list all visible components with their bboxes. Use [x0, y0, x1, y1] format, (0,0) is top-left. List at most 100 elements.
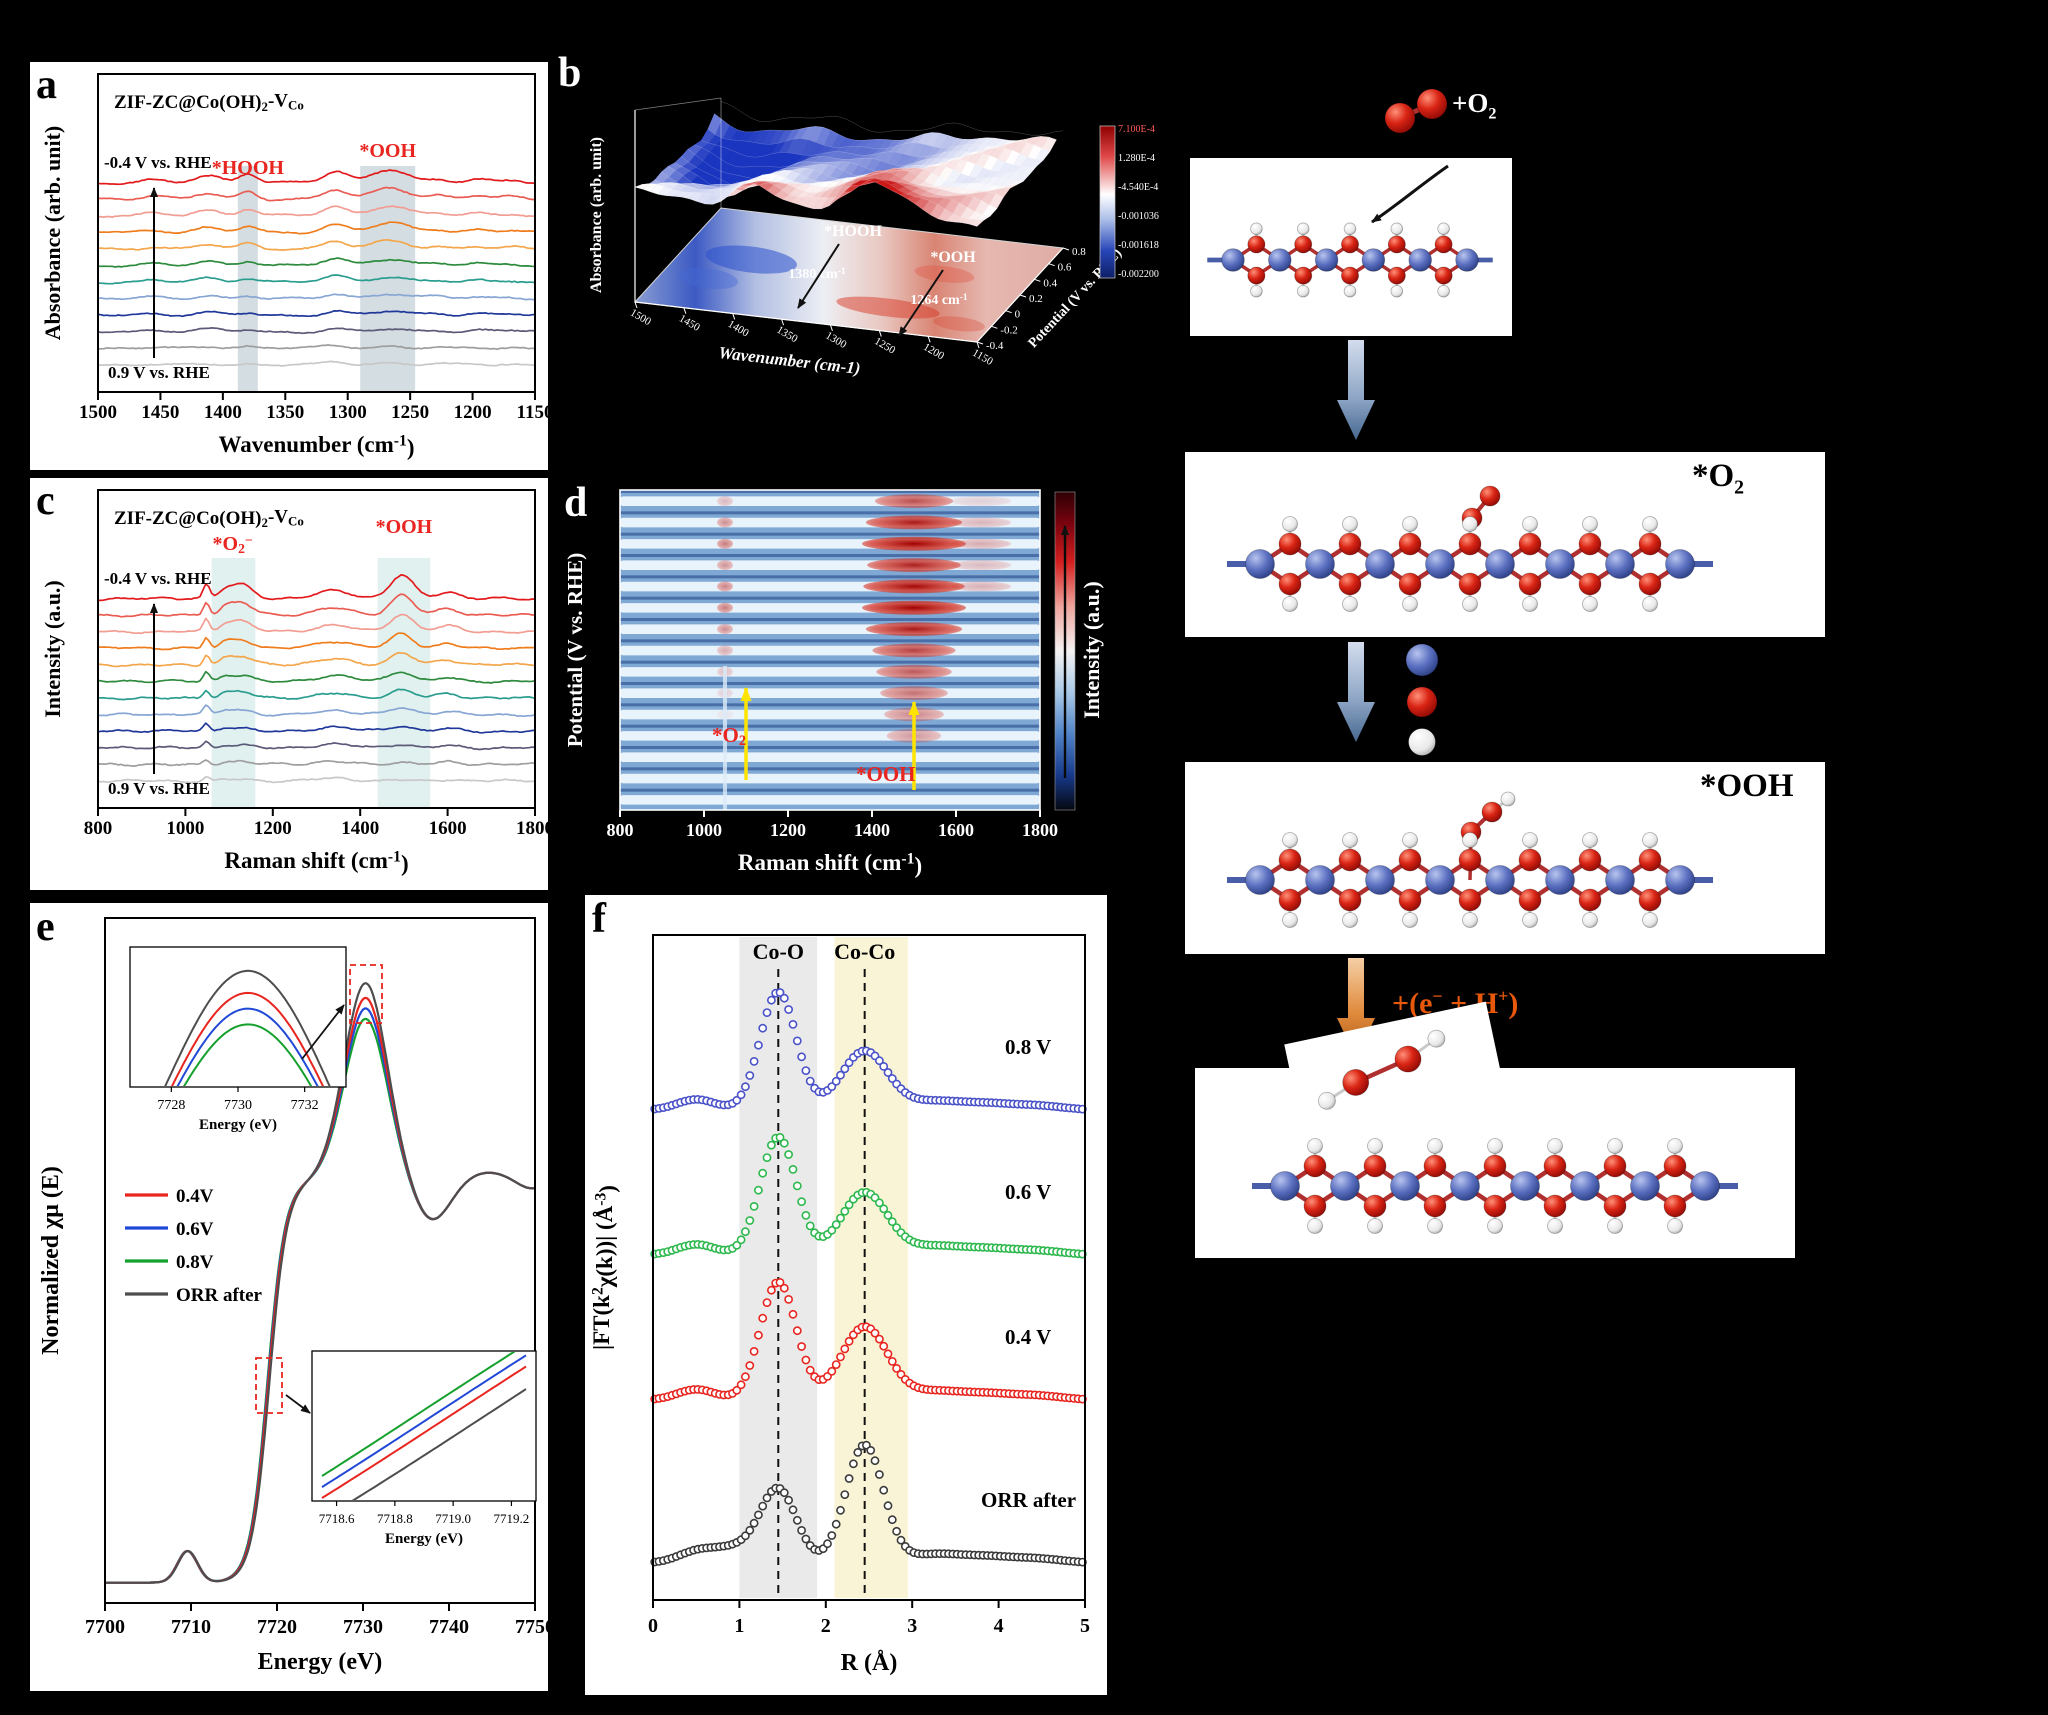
spectrum-trace	[97, 169, 536, 186]
h-atom	[1462, 516, 1478, 532]
spectrum-trace	[97, 651, 536, 668]
ooh-wavenumber: 1264 cm-1	[910, 293, 968, 308]
hot-spot-o2	[717, 581, 733, 592]
panel-f-exafs: Co-O Co-Co 0.8 V 0.6 V 0.4 V ORR after 0 1 2 3 4 5 R…	[585, 895, 1107, 1695]
co-atom	[1665, 865, 1695, 895]
raman-plot: 800 1000 1200 1400 1600 1800 Raman shift (cm-1…	[40, 489, 548, 876]
spectrum-trace	[97, 238, 536, 251]
spectrum-trace	[97, 632, 536, 651]
legend-co-sphere	[1405, 643, 1439, 677]
curve-label: 0.8 V	[1005, 1035, 1051, 1059]
o-atom	[1479, 485, 1501, 507]
x-tick-label: 1600	[938, 820, 974, 840]
ooh-annotation: *OOH	[930, 249, 976, 266]
o-atom	[1338, 532, 1362, 556]
o-atom	[1247, 266, 1266, 285]
o-atom	[1338, 848, 1362, 872]
x-tick-label: 0	[648, 1615, 658, 1637]
h2o2-molecule	[1318, 1029, 1446, 1110]
co-atom	[1314, 248, 1339, 272]
x-tick-label: 5	[1080, 1615, 1090, 1637]
spectrum-trace	[97, 688, 536, 701]
colorbar	[1099, 125, 1116, 279]
pot-tick: -0.2	[1000, 324, 1017, 336]
o-atom	[1294, 235, 1313, 254]
pot-tick: 0	[1015, 309, 1021, 321]
pot-tick: -0.4	[986, 340, 1004, 352]
spectrum-trace	[97, 186, 536, 202]
surface-3d-plot: 1500 1450 1400 1350 1300 1250 1200 11500.80.60.…	[588, 97, 1159, 378]
mech-step-initial-surface	[1190, 158, 1512, 336]
wn-tick: 1500	[628, 307, 653, 329]
spectrum-trace	[97, 704, 536, 718]
mech-step-ooh	[1185, 762, 1825, 954]
spectrum-trace	[97, 670, 536, 684]
h-atom	[1547, 1218, 1563, 1234]
legend-label: 0.6V	[176, 1219, 214, 1240]
slab-o2	[1227, 485, 1713, 612]
colorbar-tick: 1.280E-4	[1118, 153, 1155, 164]
h-atom	[1367, 1138, 1383, 1154]
o-atom	[1663, 1154, 1687, 1178]
co-atom	[1425, 549, 1455, 579]
o-atom	[1518, 572, 1542, 596]
colorbar-label: Intensity (a.u.)	[1079, 581, 1104, 719]
top-potential-label: -0.4 V vs. RHE	[104, 153, 212, 172]
h-atom	[1402, 832, 1418, 848]
shell-label: Co-Co	[834, 939, 895, 964]
h-atom	[1318, 1091, 1336, 1110]
h-atom	[1342, 596, 1358, 612]
x-axis-label: Raman shift (cm-1)	[224, 848, 408, 876]
y-axis-label: Intensity (a.u.)	[40, 580, 65, 718]
xanes-plot: 7700 7710 7720 7730 7740 7750 Energy (eV) Norma…	[38, 917, 548, 1675]
o-atom	[1398, 888, 1422, 912]
legend-label: 0.4V	[176, 1186, 214, 1207]
x-axis-label: Raman shift (cm-1)	[738, 850, 922, 878]
h-atom	[1282, 832, 1298, 848]
x-tick-label: 7710	[171, 1616, 211, 1638]
h-atom	[1296, 284, 1310, 298]
free-o2-molecule	[1384, 88, 1448, 134]
co-atom	[1545, 549, 1575, 579]
wn-tick: 1200	[921, 341, 946, 363]
h-atom	[1342, 832, 1358, 848]
o-atom	[1363, 1154, 1387, 1178]
inset-edge-box	[311, 1350, 537, 1502]
h-atom	[1462, 596, 1478, 612]
h-atom	[1402, 516, 1418, 532]
co-atom	[1485, 865, 1515, 895]
panel-letter-f: f	[592, 896, 606, 942]
co-atom	[1690, 1171, 1720, 1201]
o-atom	[1423, 1154, 1447, 1178]
hot-spot-ooh	[872, 643, 956, 658]
panel-e-xanes: 7700 7710 7720 7730 7740 7750 Energy (eV) Norma…	[30, 903, 548, 1691]
x-tick-label: 1000	[686, 820, 722, 840]
x-tick-label: 7730	[343, 1616, 383, 1638]
y-axis-label: Absorbance (arb. unit)	[588, 137, 605, 293]
x-tick-label: 7740	[429, 1616, 469, 1638]
h-atom	[1582, 516, 1598, 532]
sample-title: ZIF-ZC@Co(OH)2-VCo	[114, 507, 304, 530]
h-atom	[1307, 1218, 1323, 1234]
slab-model	[1252, 1138, 1738, 1234]
spectrum-trace	[97, 775, 535, 784]
h-atom	[1282, 516, 1298, 532]
co-co-band	[834, 937, 908, 1598]
legend-label: 0.8V	[176, 1252, 214, 1273]
inset-tick: 7718.6	[319, 1511, 355, 1526]
h-atom	[1427, 1029, 1446, 1048]
o-atom	[1578, 888, 1602, 912]
y-axis-label: |FT(k2χ(k))| (Å-3)	[589, 1185, 620, 1350]
panel-letter-d: d	[564, 480, 588, 526]
o-atom	[1338, 888, 1362, 912]
raman-heatmap-plot: *O2 *OOH 800 1000 1200 1400 1600 1800 Raman shif…	[563, 489, 1104, 878]
o-atom	[1303, 1194, 1327, 1218]
inset-tick: 7719.2	[494, 1511, 530, 1526]
ooh-ads-label: *OOH	[1700, 768, 1794, 804]
o-atom	[1458, 888, 1482, 912]
o-atom	[1384, 102, 1416, 134]
o-atom	[1338, 572, 1362, 596]
h-atom	[1282, 596, 1298, 612]
colorbar-tick: -0.001036	[1118, 211, 1159, 222]
